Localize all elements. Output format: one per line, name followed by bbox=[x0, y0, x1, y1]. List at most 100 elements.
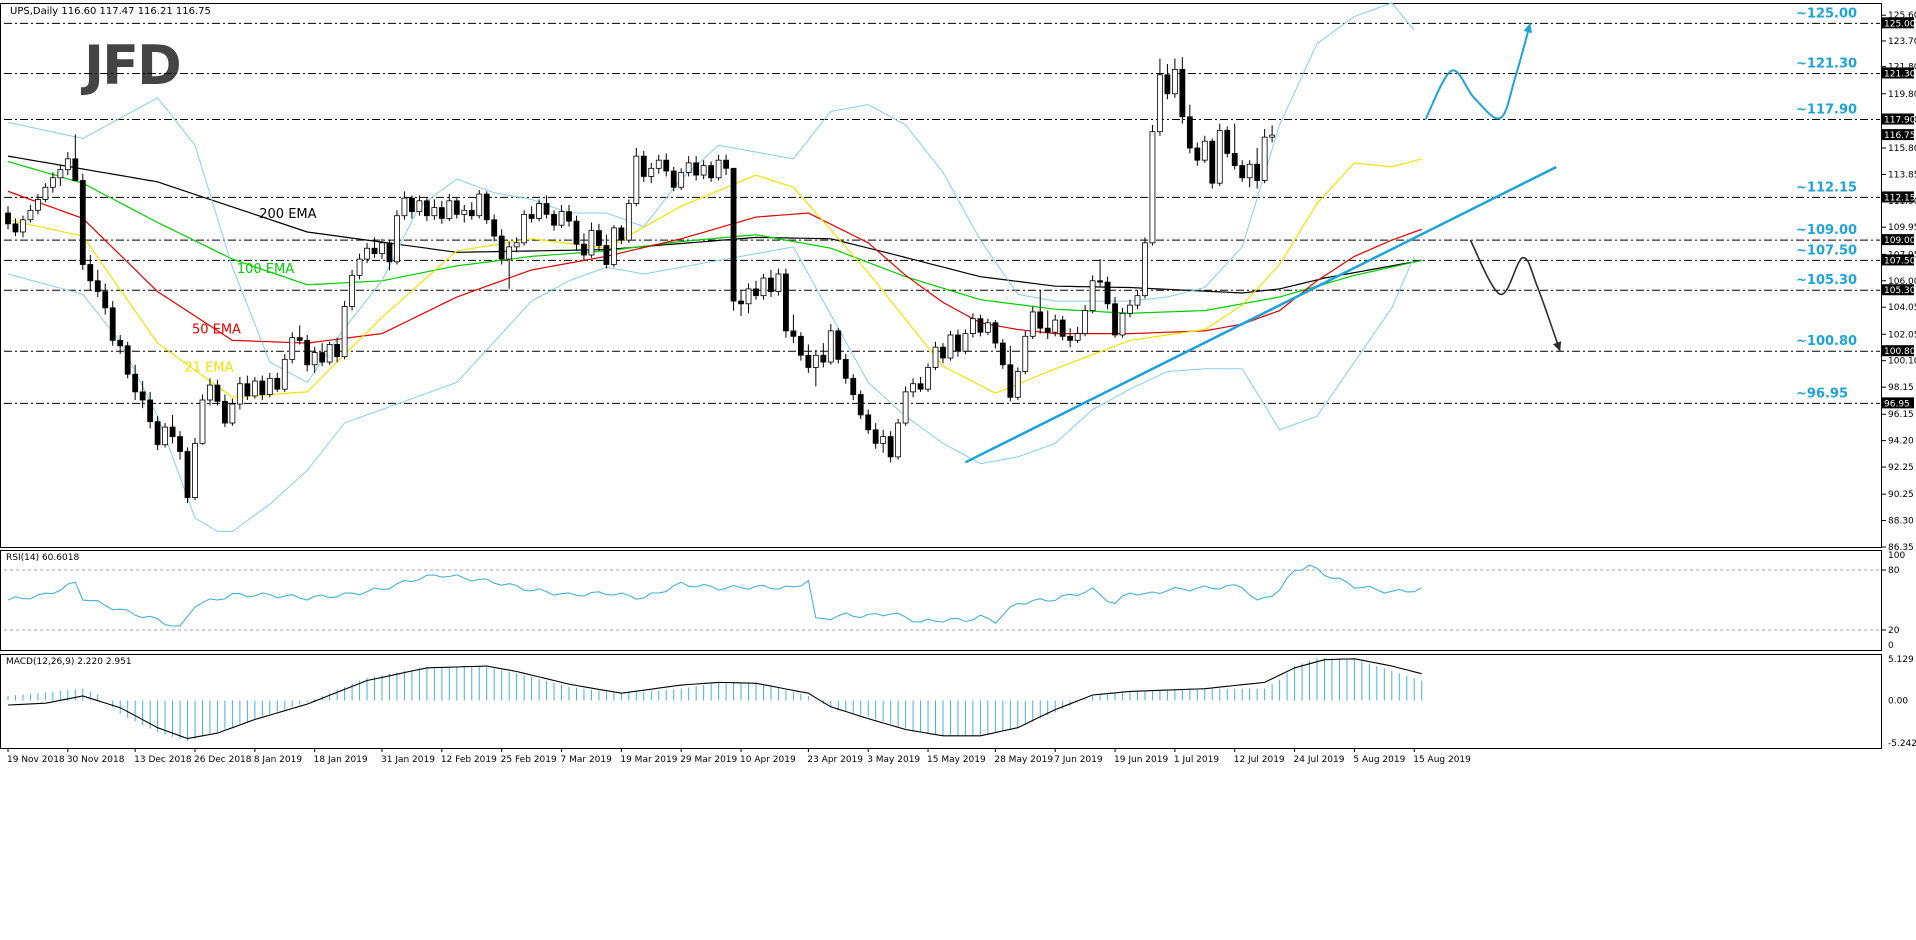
candle-body-bull bbox=[1269, 134, 1276, 138]
candle bbox=[970, 313, 976, 338]
candle bbox=[999, 339, 1006, 369]
candle-body-bull bbox=[1142, 242, 1148, 297]
candle-body-bull bbox=[1261, 136, 1268, 181]
candle bbox=[334, 337, 341, 363]
candle bbox=[1074, 326, 1081, 344]
level-label: ~107.50 bbox=[1796, 243, 1857, 258]
candle bbox=[274, 372, 281, 392]
candle bbox=[57, 165, 64, 186]
candle bbox=[566, 204, 572, 227]
candle-body-bull bbox=[236, 383, 243, 405]
50-ema-label: 50 EMA bbox=[192, 323, 241, 338]
200-ema-line bbox=[7, 155, 1422, 294]
100-ema-line bbox=[7, 160, 1422, 314]
price-y-tick-label: 104.05 bbox=[1888, 303, 1916, 313]
candle bbox=[655, 154, 662, 174]
candle bbox=[573, 215, 580, 250]
candle-body-bear bbox=[1164, 74, 1171, 95]
level-price-box bbox=[1882, 191, 1914, 203]
candle bbox=[805, 344, 812, 373]
candle bbox=[663, 153, 670, 177]
candle-body-bear bbox=[842, 358, 849, 379]
candle bbox=[723, 154, 729, 176]
candle-body-bull bbox=[1157, 74, 1163, 133]
candle-body-bull bbox=[1022, 335, 1029, 372]
candle bbox=[1112, 297, 1118, 338]
candle bbox=[1231, 123, 1238, 170]
candle bbox=[147, 391, 154, 429]
candle bbox=[1149, 124, 1156, 246]
candle-body-bear bbox=[94, 280, 101, 292]
candle bbox=[409, 195, 415, 219]
candle-body-bull bbox=[341, 306, 348, 358]
candle-body-bull bbox=[281, 358, 288, 390]
candle-body-bull bbox=[902, 391, 909, 424]
candle-body-bear bbox=[977, 318, 984, 333]
candle-body-bull bbox=[827, 330, 834, 363]
candle-body-bear bbox=[491, 219, 498, 237]
candle bbox=[222, 394, 228, 428]
candle-body-bull bbox=[446, 200, 453, 219]
candle bbox=[857, 390, 864, 419]
x-axis-tick-label: 7 Jun 2019 bbox=[1054, 755, 1103, 765]
bullish-arrowhead bbox=[1523, 23, 1532, 34]
candle bbox=[319, 343, 326, 367]
candle-body-bull bbox=[685, 162, 692, 173]
candle bbox=[1164, 63, 1171, 100]
candle bbox=[1014, 367, 1021, 400]
candle-body-bear bbox=[12, 223, 19, 233]
candle bbox=[708, 161, 715, 182]
level-price-box bbox=[1882, 345, 1914, 357]
candle bbox=[379, 238, 385, 260]
candle-body-bull bbox=[633, 155, 640, 204]
candle-body-bear bbox=[835, 330, 842, 360]
candle-body-bear bbox=[551, 213, 557, 226]
candle-body-bull bbox=[984, 322, 991, 333]
level-label: ~100.80 bbox=[1796, 334, 1857, 349]
level-price-box bbox=[1882, 113, 1914, 125]
candle-body-bear bbox=[573, 220, 580, 245]
candle-body-bull bbox=[349, 274, 355, 307]
candle-body-bear bbox=[468, 209, 475, 217]
candle-body-bear bbox=[663, 159, 670, 172]
candle bbox=[1022, 330, 1029, 375]
jfd-logo-text: JFD bbox=[80, 34, 180, 97]
candle-body-bull bbox=[648, 167, 655, 177]
candle-body-bear bbox=[274, 377, 281, 390]
candle bbox=[341, 301, 348, 360]
candle bbox=[371, 237, 378, 258]
level-price-box bbox=[1882, 67, 1914, 79]
candle-body-bull bbox=[760, 277, 767, 297]
candle-body-bull bbox=[431, 207, 438, 217]
chart-header-symbol: UPS,Daily 116.60 117.47 116.21 116.75 bbox=[10, 6, 211, 17]
candle-body-bull bbox=[506, 246, 513, 260]
candle bbox=[27, 204, 34, 223]
candle bbox=[12, 218, 19, 237]
level-label: ~96.95 bbox=[1796, 386, 1848, 401]
candle-body-bear bbox=[1007, 364, 1014, 398]
candle-body-bear bbox=[169, 426, 176, 437]
candle-body-bear bbox=[1059, 319, 1066, 337]
price-y-tick-label: 115.80 bbox=[1888, 144, 1916, 154]
candle-body-bear bbox=[1037, 311, 1044, 329]
candle bbox=[5, 206, 11, 230]
candle bbox=[865, 409, 872, 434]
price-y-tick-label: 109.95 bbox=[1888, 223, 1916, 233]
candle bbox=[162, 423, 168, 448]
macd-panel-frame bbox=[0, 654, 1882, 749]
candle bbox=[977, 314, 984, 337]
candle-body-bear bbox=[1239, 165, 1246, 179]
x-axis-tick-label: 10 Apr 2019 bbox=[740, 755, 796, 765]
candle-body-bull bbox=[1134, 295, 1141, 306]
candle bbox=[20, 215, 26, 238]
candle-body-bull bbox=[20, 219, 26, 233]
candle bbox=[1216, 123, 1223, 186]
candle-body-bear bbox=[1224, 129, 1231, 154]
candle-body-bear bbox=[334, 344, 341, 358]
upper-bollinger-line bbox=[7, 2, 1415, 384]
candle bbox=[543, 195, 550, 219]
candle-body-bear bbox=[1112, 303, 1118, 336]
candle-body-bear bbox=[805, 354, 812, 368]
level-label: ~112.15 bbox=[1796, 180, 1857, 195]
